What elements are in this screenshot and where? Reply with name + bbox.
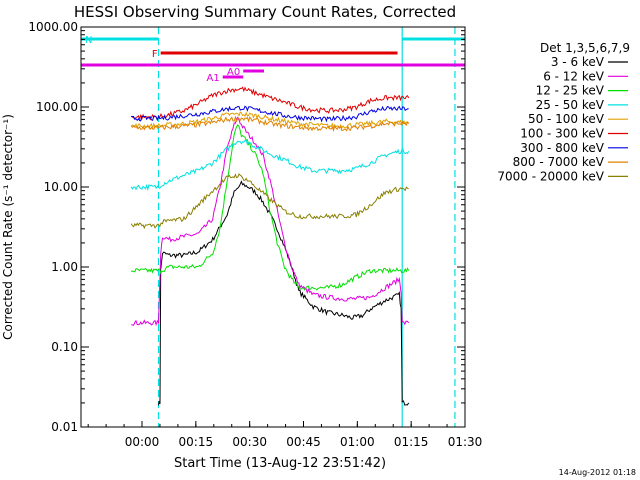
series-line xyxy=(131,116,410,327)
y-tick-label: 0.01 xyxy=(51,420,78,434)
series-lines xyxy=(130,86,410,406)
y-tick-label: 100.00 xyxy=(36,100,78,114)
x-tick-label: 01:30 xyxy=(448,435,483,449)
y-tick-label: 1.00 xyxy=(51,260,78,274)
series-line xyxy=(158,180,410,406)
y-axis-label: Corrected Count Rate (s⁻¹ detector⁻¹) xyxy=(1,114,15,340)
legend-entry-label: 6 - 12 keV xyxy=(543,69,605,83)
plot-frame xyxy=(80,26,466,428)
legend-entry-label: 100 - 300 keV xyxy=(520,127,604,141)
generation-timestamp: 14-Aug-2012 01:18 xyxy=(559,468,636,477)
legend-entry-label: 7000 - 20000 keV xyxy=(497,169,604,183)
observing-flag-label: A1 xyxy=(207,73,220,84)
x-tick-label: 01:00 xyxy=(340,435,375,449)
series-line xyxy=(130,86,410,121)
legend-title: Det 1,3,5,6,7,9 xyxy=(540,41,630,55)
series-line xyxy=(130,173,409,230)
x-tick-label: 00:45 xyxy=(286,435,321,449)
series-line xyxy=(130,123,410,291)
series-line xyxy=(130,139,410,192)
legend-entry-label: 25 - 50 keV xyxy=(536,98,605,112)
y-tick-label: 1000.00 xyxy=(28,20,78,34)
observing-flag-label: F xyxy=(152,49,158,60)
series-line xyxy=(130,111,409,131)
chart-title: HESSI Observing Summary Count Rates, Cor… xyxy=(74,3,456,21)
observing-annotations: N F A1 A0 xyxy=(81,27,465,427)
y-tick-label: 10.00 xyxy=(44,180,78,194)
legend-entry-label: 3 - 6 keV xyxy=(551,55,605,69)
x-axis-label: Start Time (13-Aug-12 23:51:42) xyxy=(174,456,386,471)
legend-entry-label: 12 - 25 keV xyxy=(536,84,605,98)
x-tick-label: 00:00 xyxy=(125,435,160,449)
x-tick-label: 01:15 xyxy=(394,435,429,449)
x-axis-ticks: 00:00 00:15 00:30 00:45 01:00 01:15 01:30 xyxy=(87,421,483,449)
series-line xyxy=(130,115,410,132)
observing-flag-label: A0 xyxy=(227,67,240,78)
legend-entry-label: 800 - 7000 keV xyxy=(513,155,605,169)
series-line xyxy=(131,105,409,123)
x-tick-label: 00:30 xyxy=(232,435,267,449)
legend-entry-label: 50 - 100 keV xyxy=(528,112,605,126)
legend-entry-label: 300 - 800 keV xyxy=(520,141,604,155)
observing-flag-label: N xyxy=(85,35,92,46)
y-tick-label: 0.10 xyxy=(51,340,78,354)
x-tick-label: 00:15 xyxy=(179,435,214,449)
y-axis-ticks: 0.01 0.10 1.00 10.00 100.00 1000.00 xyxy=(28,20,465,434)
